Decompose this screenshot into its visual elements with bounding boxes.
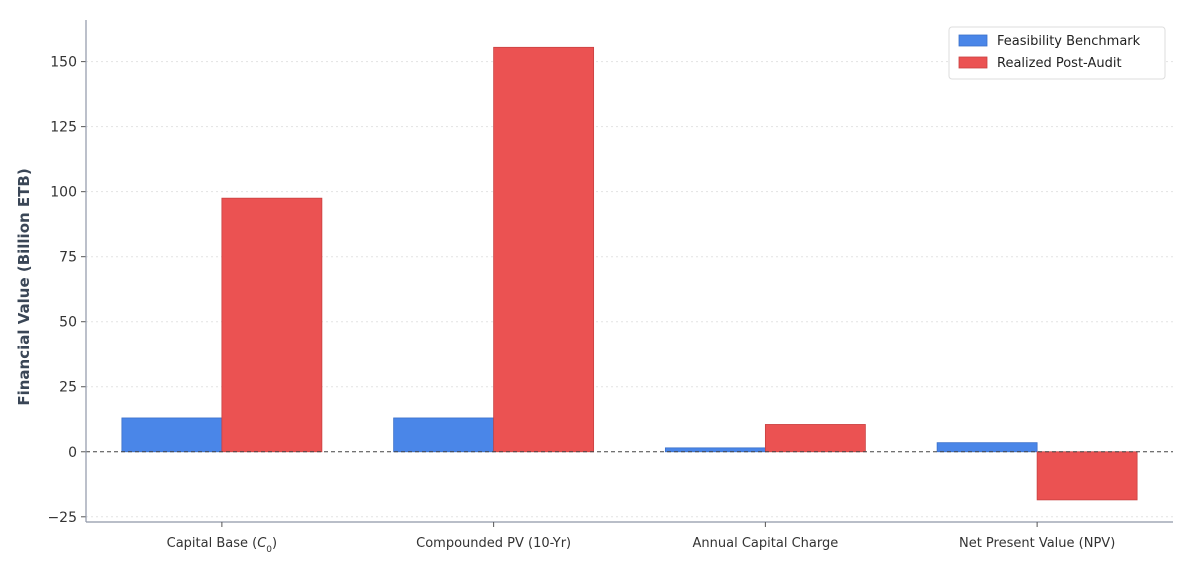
category-text: Annual Capital Charge	[693, 536, 839, 551]
legend-swatch	[958, 56, 988, 69]
axes	[81, 20, 1173, 527]
bars	[121, 46, 1138, 501]
bar-benchmark-1	[393, 417, 495, 453]
y-tick-label: 75	[59, 250, 77, 266]
y-tick-label: 100	[50, 185, 77, 201]
y-tick-labels: −25 0 25 50 75 100 125 150	[47, 55, 77, 526]
legend-box	[948, 26, 1166, 80]
y-tick-label: 150	[50, 55, 77, 71]
bar-benchmark-0	[121, 417, 223, 453]
category-math-symbol: C	[257, 536, 267, 551]
bar-benchmark-2	[664, 447, 766, 453]
y-tick-label: 0	[68, 445, 77, 461]
bar-benchmark-3	[936, 442, 1038, 453]
bar-post-audit-2	[764, 424, 866, 453]
legend-label: Feasibility Benchmark	[997, 34, 1141, 49]
bar-post-audit-3	[1036, 451, 1138, 501]
x-category-labels: Capital Base (C0) Compounded PV (10-Yr) An…	[167, 536, 1116, 555]
bar-post-audit-1	[493, 46, 595, 453]
x-category-label: Net Present Value (NPV)	[959, 536, 1115, 551]
y-tick-label: −25	[47, 510, 77, 526]
x-category-label: Compounded PV (10-Yr)	[416, 536, 571, 551]
legend-label: Realized Post-Audit	[997, 56, 1122, 71]
y-tick-label: 125	[50, 120, 77, 136]
y-axis-label: Financial Value (Billion ETB)	[15, 168, 33, 405]
x-category-label: Capital Base (C0)	[167, 536, 277, 555]
legend: Feasibility Benchmark Realized Post-Audit	[948, 26, 1166, 80]
category-text: Net Present Value (NPV)	[959, 536, 1115, 551]
category-text-tail: )	[272, 536, 277, 551]
y-tick-label: 25	[59, 380, 77, 396]
y-tick-label: 50	[59, 315, 77, 331]
legend-swatch	[958, 34, 988, 47]
category-text: Capital Base (	[167, 536, 258, 551]
category-subscript: 0	[266, 545, 272, 555]
x-category-label: Annual Capital Charge	[693, 536, 839, 551]
bar-post-audit-0	[221, 197, 323, 453]
category-text: Compounded PV (10-Yr)	[416, 536, 571, 551]
